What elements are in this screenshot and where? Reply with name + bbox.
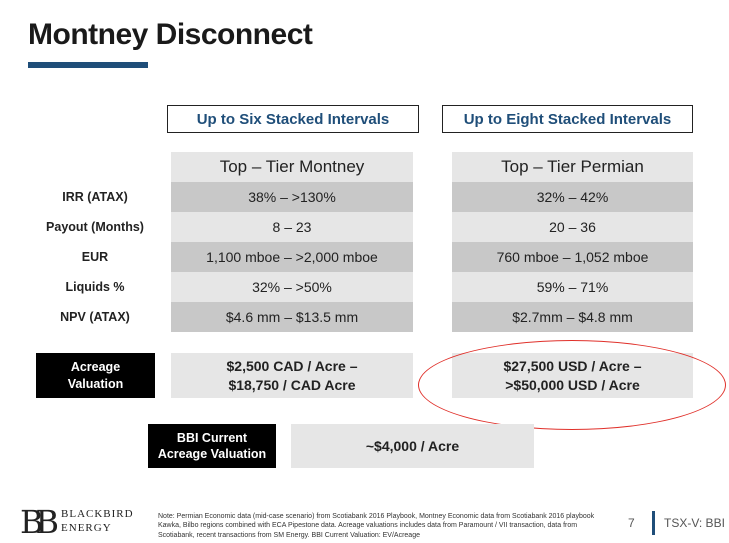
logo-mark: BB: [20, 503, 59, 541]
bbi-valuation-value: ~$4,000 / Acre: [291, 424, 534, 468]
footer-divider: [652, 511, 655, 535]
permian-cell: 32% – 42%: [452, 182, 693, 212]
value-line: $18,750 / CAD Acre: [228, 376, 356, 393]
label-line: Acreage Valuation: [157, 447, 267, 461]
montney-acreage-value: $2,500 CAD / Acre – $18,750 / CAD Acre: [171, 353, 413, 398]
permian-cell: 20 – 36: [452, 212, 693, 242]
permian-cell: 760 mboe – 1,052 mboe: [452, 242, 693, 272]
footnote: Note: Permian Economic data (mid-case sc…: [158, 513, 595, 539]
montney-cell: 8 – 23: [171, 212, 413, 242]
label-line: Acreage: [70, 360, 121, 375]
label-line: BBI Current: [176, 430, 248, 445]
montney-cell: 38% – >130%: [171, 182, 413, 212]
row-label: IRR (ATAX): [62, 190, 128, 204]
permian-intervals-header: Up to Eight Stacked Intervals: [442, 105, 693, 133]
montney-cell: $4.6 mm – $13.5 mm: [171, 302, 413, 332]
row-label: EUR: [81, 250, 109, 264]
page-title: Montney Disconnect: [28, 18, 313, 51]
value-line: $2,500 CAD / Acre –: [226, 357, 358, 374]
permian-column-header: Top – Tier Permian: [452, 152, 693, 182]
permian-cell: 59% – 71%: [452, 272, 693, 302]
logo-text: ENERGY: [61, 522, 112, 534]
page-number: 7: [628, 516, 635, 530]
row-label: NPV (ATAX): [60, 310, 130, 324]
acreage-valuation-label: Acreage Valuation: [36, 353, 155, 398]
montney-intervals-header: Up to Six Stacked Intervals: [167, 105, 419, 133]
label-line: Valuation: [67, 376, 124, 391]
montney-column-header: Top – Tier Montney: [171, 152, 413, 182]
permian-cell: $2.7mm – $4.8 mm: [452, 302, 693, 332]
title-underline: [28, 62, 148, 68]
row-label: Liquids %: [65, 280, 125, 294]
montney-cell: 1,100 mboe – >2,000 mboe: [171, 242, 413, 272]
highlight-ellipse: [418, 340, 726, 430]
blackbird-logo: BB BLACKBIRD ENERGY: [20, 503, 134, 541]
logo-text: BLACKBIRD: [61, 508, 134, 521]
row-label: Payout (Months): [46, 220, 144, 234]
bbi-valuation-label: BBI Current Acreage Valuation: [148, 424, 276, 468]
ticker: TSX-V: BBI: [664, 516, 725, 530]
montney-cell: 32% – >50%: [171, 272, 413, 302]
